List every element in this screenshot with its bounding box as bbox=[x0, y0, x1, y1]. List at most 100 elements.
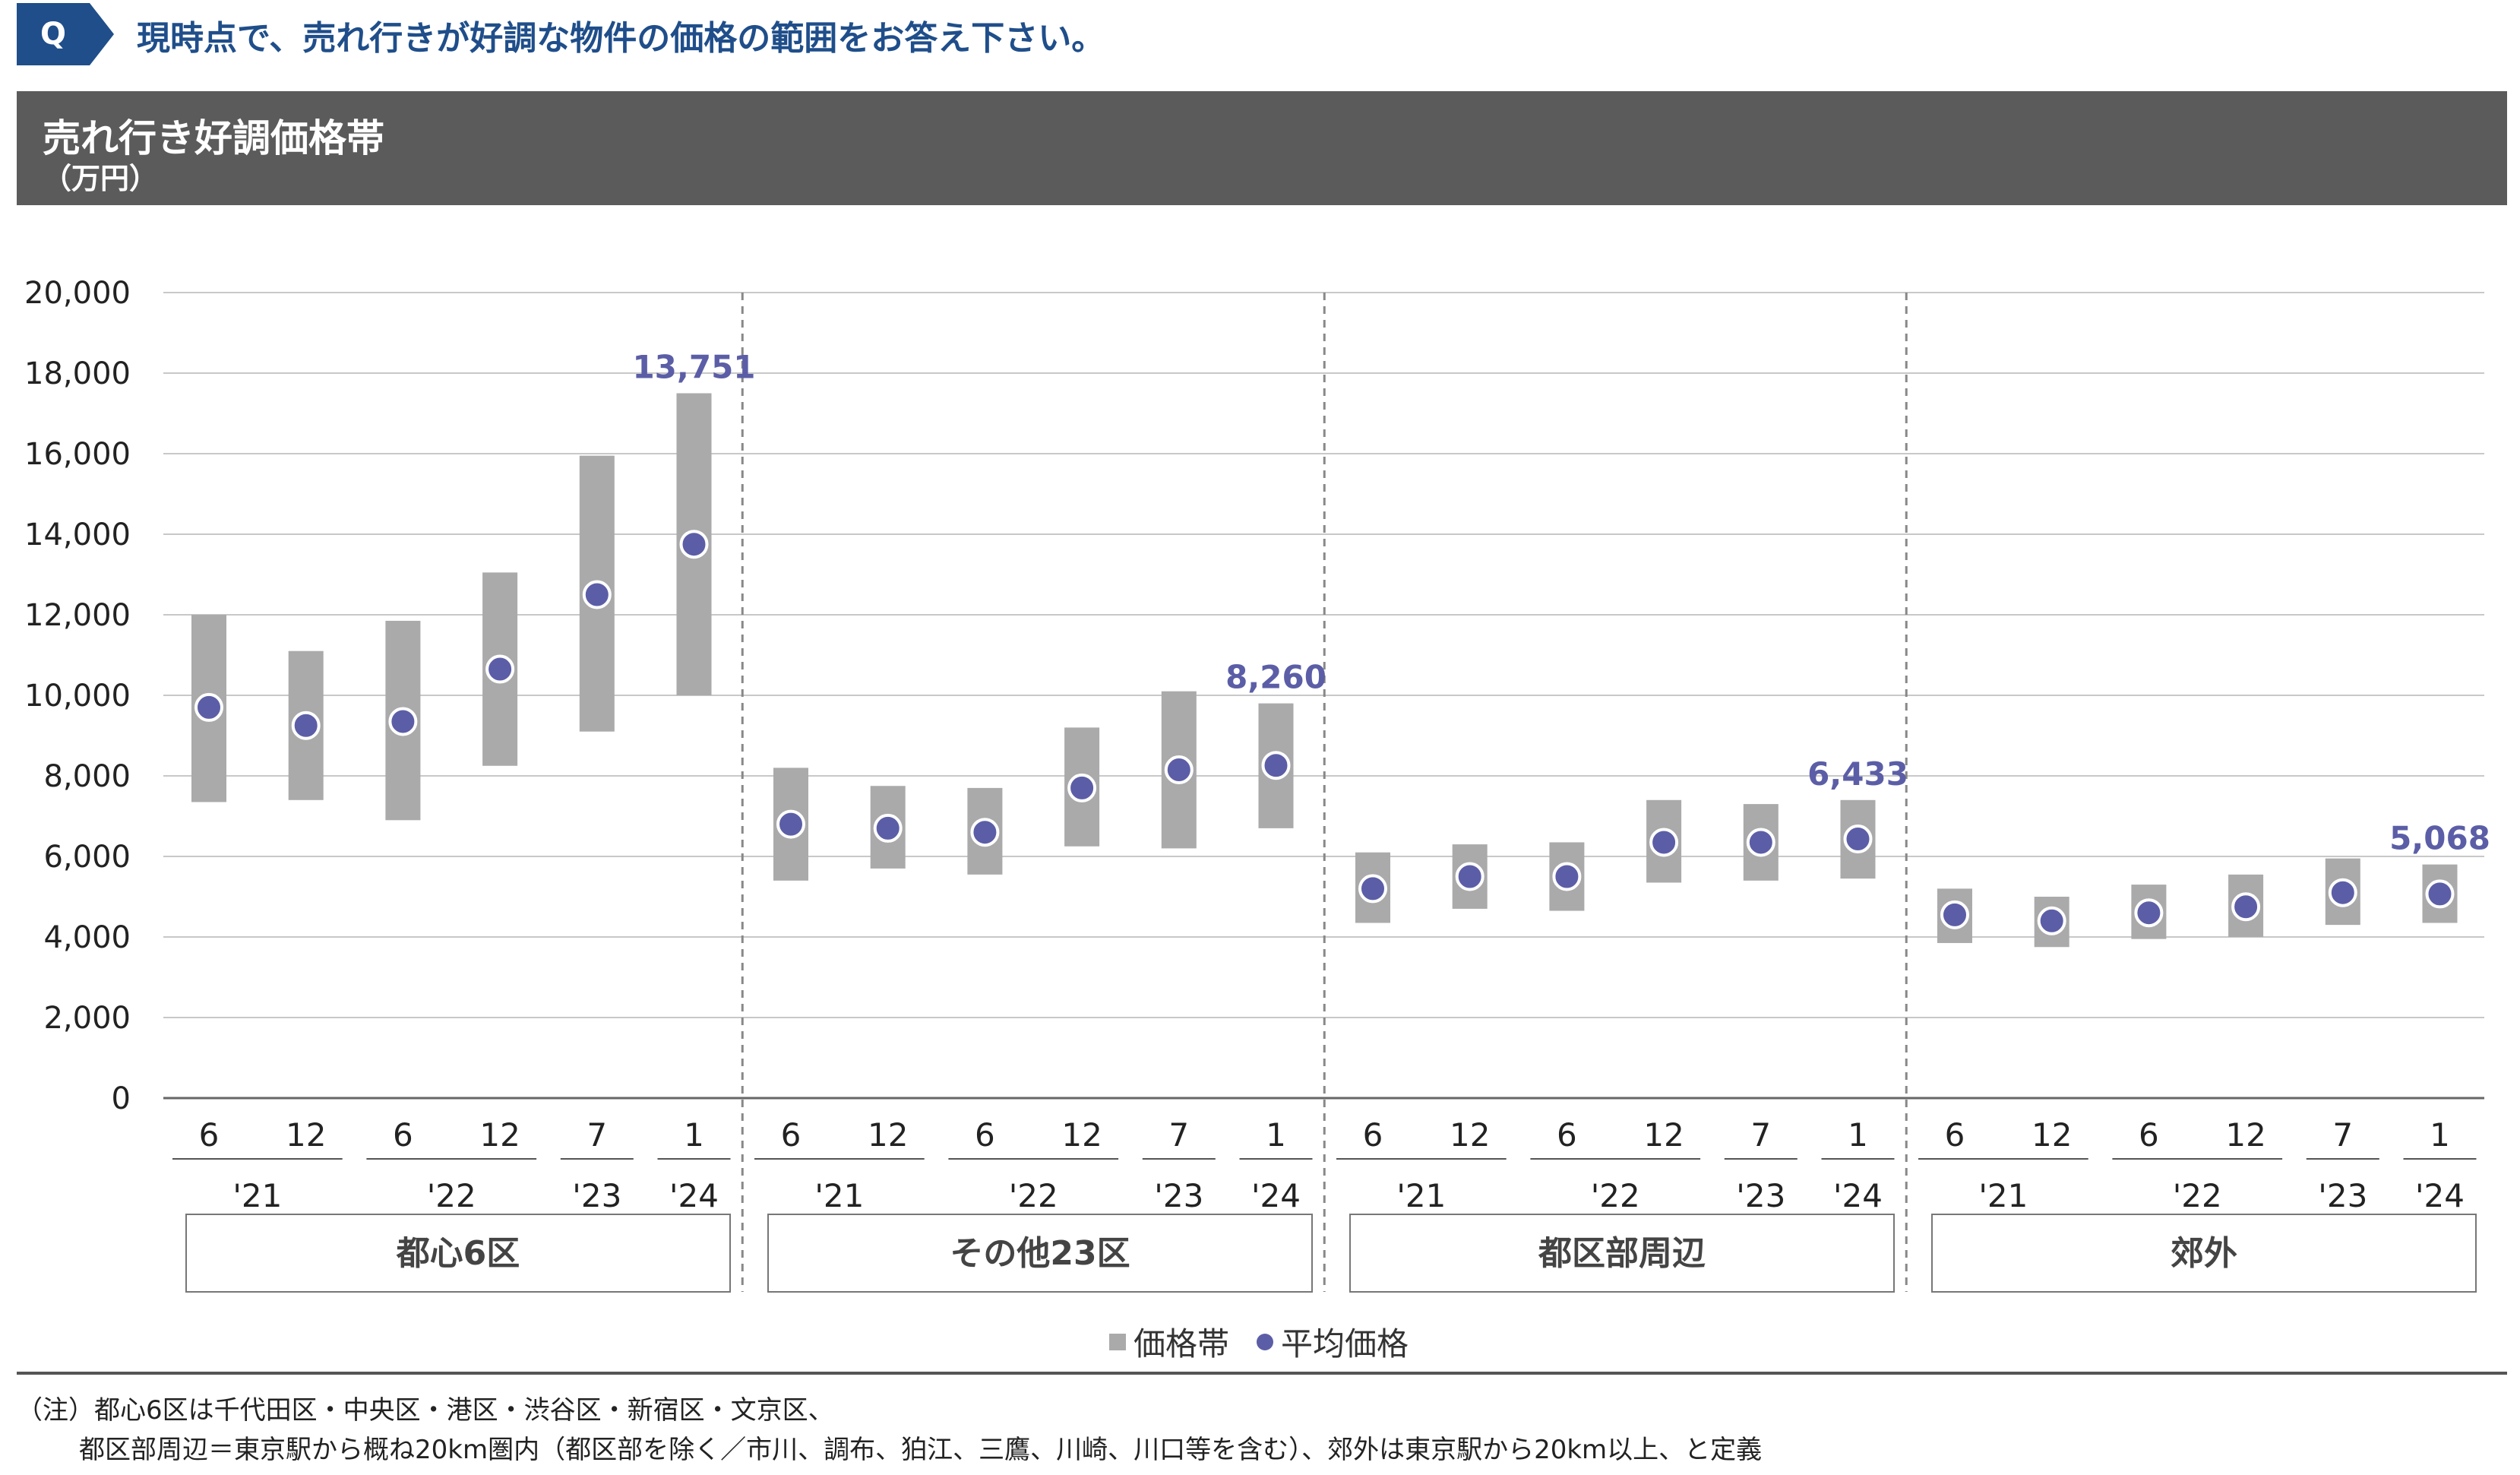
y-tick-label: 0 bbox=[112, 1081, 131, 1116]
group-label: 都区部周辺 bbox=[1538, 1234, 1706, 1273]
x-year-label: '22 bbox=[427, 1177, 476, 1214]
x-month-label: 6 bbox=[975, 1116, 995, 1154]
y-tick-label: 12,000 bbox=[24, 598, 131, 633]
y-tick-label: 20,000 bbox=[24, 276, 131, 311]
x-year-label: '23 bbox=[1736, 1177, 1785, 1214]
x-month-label: 7 bbox=[1750, 1116, 1771, 1154]
question-badge: Q bbox=[17, 3, 90, 65]
x-year-label: '23 bbox=[572, 1177, 621, 1214]
average-price-point bbox=[1164, 755, 1194, 785]
average-price-point bbox=[1358, 874, 1387, 904]
average-price-callout: 6,433 bbox=[1807, 755, 1908, 793]
x-year-label: '21 bbox=[1978, 1177, 2028, 1214]
question-bar: Q 現時点で、売れ行きが好調な物件の価格の範囲をお答え下さい。 bbox=[0, 0, 2520, 68]
average-price-point bbox=[1843, 825, 1873, 854]
legend: 価格帯 平均価格 bbox=[1109, 1318, 1409, 1365]
x-year-label: '23 bbox=[1154, 1177, 1203, 1214]
average-price-point bbox=[485, 654, 515, 684]
x-year-label: '21 bbox=[814, 1177, 864, 1214]
x-year-label: '21 bbox=[232, 1177, 282, 1214]
y-tick-label: 6,000 bbox=[43, 840, 131, 875]
y-tick-label: 4,000 bbox=[43, 920, 131, 955]
x-month-label: 1 bbox=[684, 1116, 704, 1154]
x-month-label: 12 bbox=[868, 1116, 908, 1154]
x-year-label: '24 bbox=[669, 1177, 719, 1214]
average-price-point bbox=[1455, 862, 1484, 891]
legend-avg-swatch bbox=[1257, 1333, 1274, 1350]
chart-unit: （万円） bbox=[43, 162, 159, 195]
y-tick-label: 16,000 bbox=[24, 437, 131, 472]
group-label-box bbox=[185, 1214, 731, 1293]
average-price-point bbox=[1067, 773, 1097, 802]
y-tick-label: 18,000 bbox=[24, 356, 131, 391]
question-arrow-icon bbox=[90, 3, 114, 65]
average-price-point bbox=[2328, 878, 2357, 907]
group-label: 都心6区 bbox=[396, 1234, 520, 1273]
y-tick-label: 14,000 bbox=[24, 518, 131, 552]
x-year-label: '24 bbox=[2415, 1177, 2465, 1214]
average-price-point bbox=[776, 809, 805, 839]
legend-band-swatch bbox=[1109, 1333, 1126, 1350]
average-price-callout: 8,260 bbox=[1225, 659, 1326, 696]
question-text: 現時点で、売れ行きが好調な物件の価格の範囲をお答え下さい。 bbox=[137, 19, 1105, 58]
x-month-label: 6 bbox=[1363, 1116, 1383, 1154]
x-year-label: '24 bbox=[1833, 1177, 1883, 1214]
x-month-label: 1 bbox=[1848, 1116, 1868, 1154]
x-month-label: 6 bbox=[2139, 1116, 2159, 1154]
x-month-label: 12 bbox=[286, 1116, 326, 1154]
average-price-point bbox=[2231, 892, 2261, 922]
x-month-label: 12 bbox=[479, 1116, 520, 1154]
chart-title: 売れ行き好調価格帯 bbox=[43, 116, 384, 160]
x-year-label: '22 bbox=[1591, 1177, 1640, 1214]
x-month-label: 12 bbox=[2225, 1116, 2265, 1154]
average-price-point bbox=[1940, 900, 1969, 929]
x-month-label: 12 bbox=[1450, 1116, 1490, 1154]
average-price-point bbox=[1649, 828, 1679, 857]
group-label: 郊外 bbox=[2171, 1234, 2237, 1273]
footnote-line-1: （注）都心6区は千代田区・中央区・港区・渋谷区・新宿区・文京区、 bbox=[17, 1395, 834, 1426]
average-price-callout: 5,068 bbox=[2389, 820, 2490, 857]
footer-divider bbox=[17, 1372, 2507, 1375]
y-tick-label: 2,000 bbox=[43, 1001, 131, 1036]
average-price-callout: 13,751 bbox=[632, 349, 755, 386]
group-label-box bbox=[1349, 1214, 1895, 1293]
group-label-box bbox=[1931, 1214, 2477, 1293]
x-month-label: 1 bbox=[2430, 1116, 2450, 1154]
x-year-label: '24 bbox=[1251, 1177, 1301, 1214]
average-price-point bbox=[194, 692, 223, 722]
x-month-label: 12 bbox=[1643, 1116, 1684, 1154]
x-year-label: '23 bbox=[2318, 1177, 2367, 1214]
x-month-label: 7 bbox=[587, 1116, 607, 1154]
group-label: その他23区 bbox=[950, 1234, 1130, 1273]
x-month-label: 6 bbox=[199, 1116, 220, 1154]
average-price-point bbox=[2425, 879, 2455, 909]
average-price-point bbox=[291, 711, 321, 740]
x-year-label: '21 bbox=[1396, 1177, 1446, 1214]
average-price-point bbox=[679, 530, 709, 559]
legend-avg-label: 平均価格 bbox=[1281, 1325, 1409, 1363]
footnote: （注）都心6区は千代田区・中央区・港区・渋谷区・新宿区・文京区、 都区部周辺＝東… bbox=[17, 1391, 1762, 1470]
average-price-point bbox=[582, 580, 612, 609]
footnote-line-2: 都区部周辺＝東京駅から概ね20km圏内（都区部を除く／市川、調布、狛江、三鷹、川… bbox=[79, 1435, 1763, 1465]
y-tick-label: 8,000 bbox=[43, 759, 131, 794]
x-month-label: 1 bbox=[1266, 1116, 1286, 1154]
average-price-point bbox=[388, 707, 418, 736]
average-price-point bbox=[2134, 898, 2164, 928]
x-month-label: 6 bbox=[393, 1116, 413, 1154]
x-month-label: 12 bbox=[2031, 1116, 2072, 1154]
x-month-label: 6 bbox=[1557, 1116, 1577, 1154]
x-month-label: 12 bbox=[1061, 1116, 1102, 1154]
y-tick-label: 10,000 bbox=[24, 679, 131, 714]
x-month-label: 6 bbox=[1945, 1116, 1965, 1154]
chart-header: 売れ行き好調価格帯 （万円） bbox=[17, 91, 2507, 205]
average-price-point bbox=[2037, 906, 2066, 935]
average-price-point bbox=[1746, 828, 1775, 857]
group-label-box bbox=[767, 1214, 1313, 1293]
x-month-label: 7 bbox=[2332, 1116, 2353, 1154]
average-price-point bbox=[873, 813, 903, 843]
x-year-label: '22 bbox=[1009, 1177, 1058, 1214]
price-range-chart: 0 2,000 4,000 6,000 8,000 10,000 12,000 14,000 1… bbox=[24, 276, 2490, 1293]
legend-band-label: 価格帯 bbox=[1134, 1325, 1230, 1363]
average-price-point bbox=[970, 818, 1000, 847]
average-price-point bbox=[1261, 751, 1291, 780]
